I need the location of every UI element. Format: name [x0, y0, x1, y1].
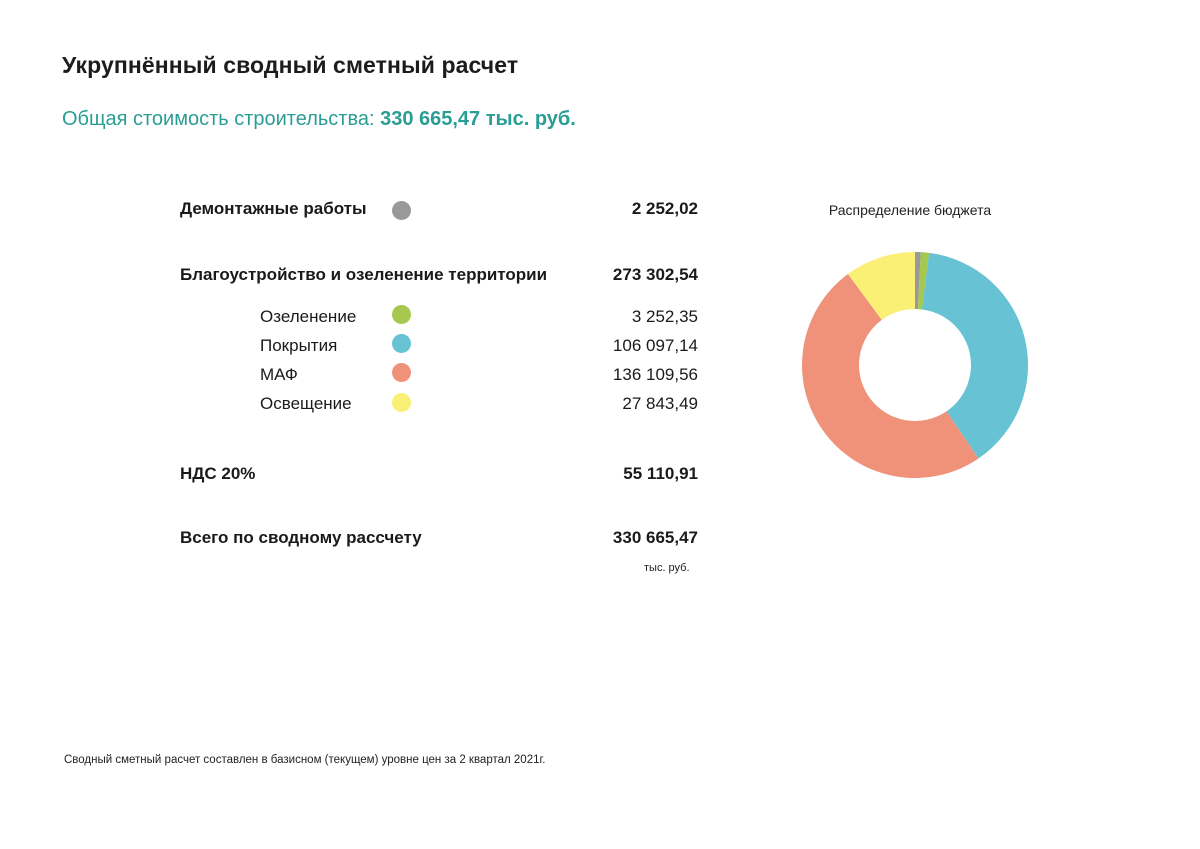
donut-slice-maf — [802, 274, 979, 478]
legend-dot-demolition — [392, 201, 411, 220]
donut-slice-greening — [917, 252, 930, 310]
units-label: тыс. руб. — [644, 562, 690, 574]
row-label: НДС 20% — [180, 464, 256, 483]
donut-slice-demolition — [915, 252, 921, 310]
donut-slice-coverings — [922, 252, 1028, 459]
row-total: Всего по сводному рассчету 330 665,47 — [180, 528, 700, 558]
row-label: Всего по сводному рассчету — [180, 528, 422, 547]
row-greening: Озеленение 3 252,35 — [180, 307, 700, 337]
total-cost-prefix: Общая стоимость строительства: — [62, 108, 381, 130]
row-value: 2 252,02 — [631, 199, 698, 218]
legend-dot-maf — [392, 363, 411, 382]
chart-title: Распределение бюджета — [828, 202, 992, 218]
page-title: Укрупнённый сводный сметный расчет — [62, 52, 519, 78]
row-label: Демонтажные работы — [180, 199, 367, 218]
row-lighting: Освещение 27 843,49 — [180, 394, 700, 424]
row-landscaping: Благоустройство и озеленение территории … — [180, 265, 700, 295]
row-demolition: Демонтажные работы 2 252,02 — [180, 199, 700, 229]
donut-slice-lighting — [847, 252, 915, 320]
legend-dot-coverings — [392, 334, 411, 353]
row-value: 330 665,47 — [612, 528, 698, 547]
row-label: Благоустройство и озеленение территории — [180, 265, 548, 284]
row-maf: МАФ 136 109,56 — [180, 365, 700, 395]
row-value: 273 302,54 — [612, 265, 698, 284]
row-label: Освещение — [260, 394, 352, 413]
total-cost-line: Общая стоимость строительства: 330 665,4… — [62, 108, 576, 131]
row-label: МАФ — [260, 365, 298, 384]
row-value: 27 843,49 — [622, 394, 698, 413]
row-value: 106 097,14 — [612, 336, 698, 355]
budget-donut-chart — [802, 252, 1028, 478]
footnote: Сводный сметный расчет составлен в базис… — [64, 754, 546, 766]
legend-dot-lighting — [392, 393, 411, 412]
total-cost-amount: 330 665,47 тыс. руб. — [380, 108, 576, 130]
row-label: Озеленение — [260, 307, 357, 326]
row-coverings: Покрытия 106 097,14 — [180, 336, 700, 366]
row-vat: НДС 20% 55 110,91 — [180, 464, 700, 494]
legend-dot-greening — [392, 305, 411, 324]
row-label: Покрытия — [260, 336, 338, 355]
row-value: 55 110,91 — [623, 464, 698, 483]
row-value: 3 252,35 — [631, 307, 698, 326]
row-value: 136 109,56 — [612, 365, 698, 384]
